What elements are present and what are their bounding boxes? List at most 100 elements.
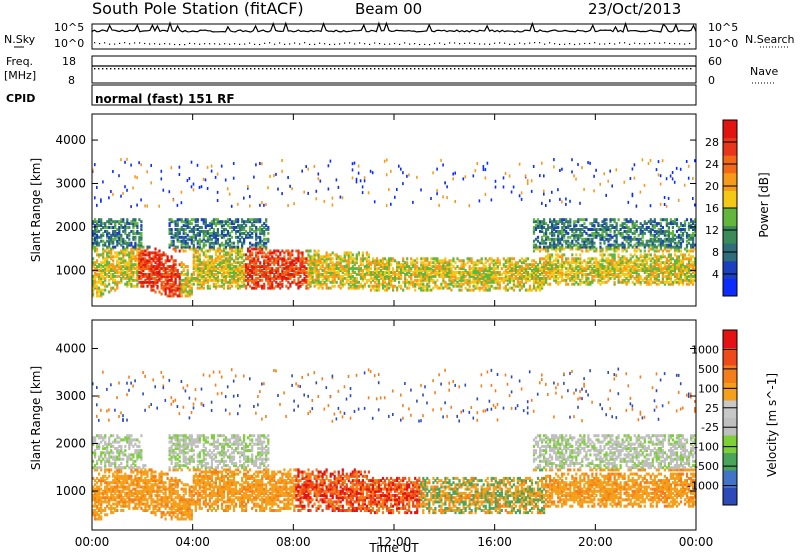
echo-cell — [317, 286, 320, 290]
echo-cell — [130, 276, 133, 280]
echo-cell — [609, 276, 612, 280]
echo-cell — [317, 255, 320, 259]
echo-cell — [375, 261, 379, 265]
echo-cell — [615, 261, 618, 265]
echo-cell — [508, 271, 511, 274]
echo-cell — [432, 271, 435, 274]
echo-cell — [313, 284, 316, 288]
echo-cell — [220, 255, 224, 259]
echo-cell — [174, 247, 177, 251]
echo-cell — [605, 237, 608, 241]
echo-cell — [541, 247, 544, 251]
nsearch-dot — [449, 42, 451, 44]
echo-cell — [198, 243, 201, 247]
echo-cell — [536, 278, 540, 282]
echo-cell — [317, 249, 320, 253]
echo-cell — [549, 271, 552, 274]
echo-cell — [130, 229, 133, 233]
echo-cell — [104, 241, 107, 245]
echo-cell — [381, 274, 385, 278]
echo-cell — [579, 245, 582, 249]
echo-cell — [204, 224, 207, 228]
echo-cell — [176, 203, 179, 207]
echo-cell — [323, 255, 326, 259]
echo-cell — [160, 257, 163, 261]
echo-cell — [539, 249, 542, 253]
echo-cell — [514, 269, 517, 272]
echo-cell — [623, 222, 626, 226]
echo-cell — [605, 218, 608, 222]
echo-cell — [617, 247, 620, 251]
echo-cell — [200, 185, 203, 189]
echo-cell — [204, 261, 207, 265]
echo-cell — [418, 272, 421, 276]
echo-cell — [166, 267, 169, 271]
echo-cell — [601, 265, 604, 269]
echo-cell — [212, 229, 215, 233]
echo-cell — [605, 228, 608, 231]
echo-cell — [200, 276, 203, 280]
echo-cell — [585, 237, 588, 241]
echo-cell — [446, 282, 449, 286]
echo-cell — [269, 272, 272, 276]
echo-cell — [555, 247, 558, 251]
echo-cell — [442, 195, 444, 199]
echo-cell — [313, 249, 316, 253]
nave-dot — [490, 68, 492, 70]
echo-cell — [337, 263, 340, 267]
echo-cell — [539, 241, 542, 245]
echo-cell — [241, 272, 244, 276]
nave-dot — [154, 68, 156, 70]
echo-cell — [559, 169, 561, 172]
echo-cell — [168, 259, 171, 263]
echo-cell — [613, 233, 616, 237]
echo-cell — [234, 278, 238, 282]
echo-cell — [186, 282, 189, 286]
echo-cell — [605, 261, 608, 265]
echo-cell — [524, 280, 528, 284]
echo-cell — [339, 282, 342, 286]
echo-cell — [224, 267, 228, 271]
echo-cell — [263, 243, 266, 247]
echo-cell — [486, 280, 489, 284]
echo-cell — [444, 271, 447, 274]
echo-cell — [567, 235, 570, 239]
nsearch-dot — [349, 42, 351, 44]
echo-cell — [504, 265, 507, 269]
echo-cell — [569, 265, 572, 269]
echo-cell — [557, 276, 560, 280]
echo-cell — [627, 226, 630, 229]
echo-cell — [539, 276, 542, 280]
echo-cell — [484, 267, 487, 271]
nave-dot — [242, 68, 244, 70]
nave-dot — [526, 68, 528, 70]
echo-cell — [234, 267, 238, 271]
echo-cell — [541, 228, 544, 231]
echo-cell — [532, 231, 536, 235]
echo-cell — [420, 276, 423, 280]
echo-cell — [526, 278, 530, 282]
echo-cell — [98, 241, 101, 245]
nave-dot — [514, 68, 516, 70]
nave-dot — [578, 68, 580, 70]
echo-cell — [202, 235, 205, 239]
echo-cell — [420, 280, 423, 284]
echo-cell — [259, 263, 262, 267]
nave-dot — [362, 68, 364, 70]
echo-cell — [460, 282, 463, 286]
echo-cell — [444, 282, 447, 286]
echo-cell — [458, 259, 461, 263]
echo-cell — [216, 284, 219, 288]
echo-cell — [579, 224, 582, 228]
nsearch-dot — [649, 42, 651, 45]
nave-dot — [482, 68, 484, 70]
echo-cell — [232, 272, 236, 276]
echo-cell — [595, 249, 598, 253]
echo-cell — [553, 220, 556, 224]
echo-cell — [208, 272, 211, 276]
echo-cell — [226, 233, 230, 237]
echo-cell — [563, 263, 566, 267]
echo-cell — [140, 263, 143, 267]
echo-cell — [317, 269, 320, 272]
echo-cell — [539, 267, 542, 271]
